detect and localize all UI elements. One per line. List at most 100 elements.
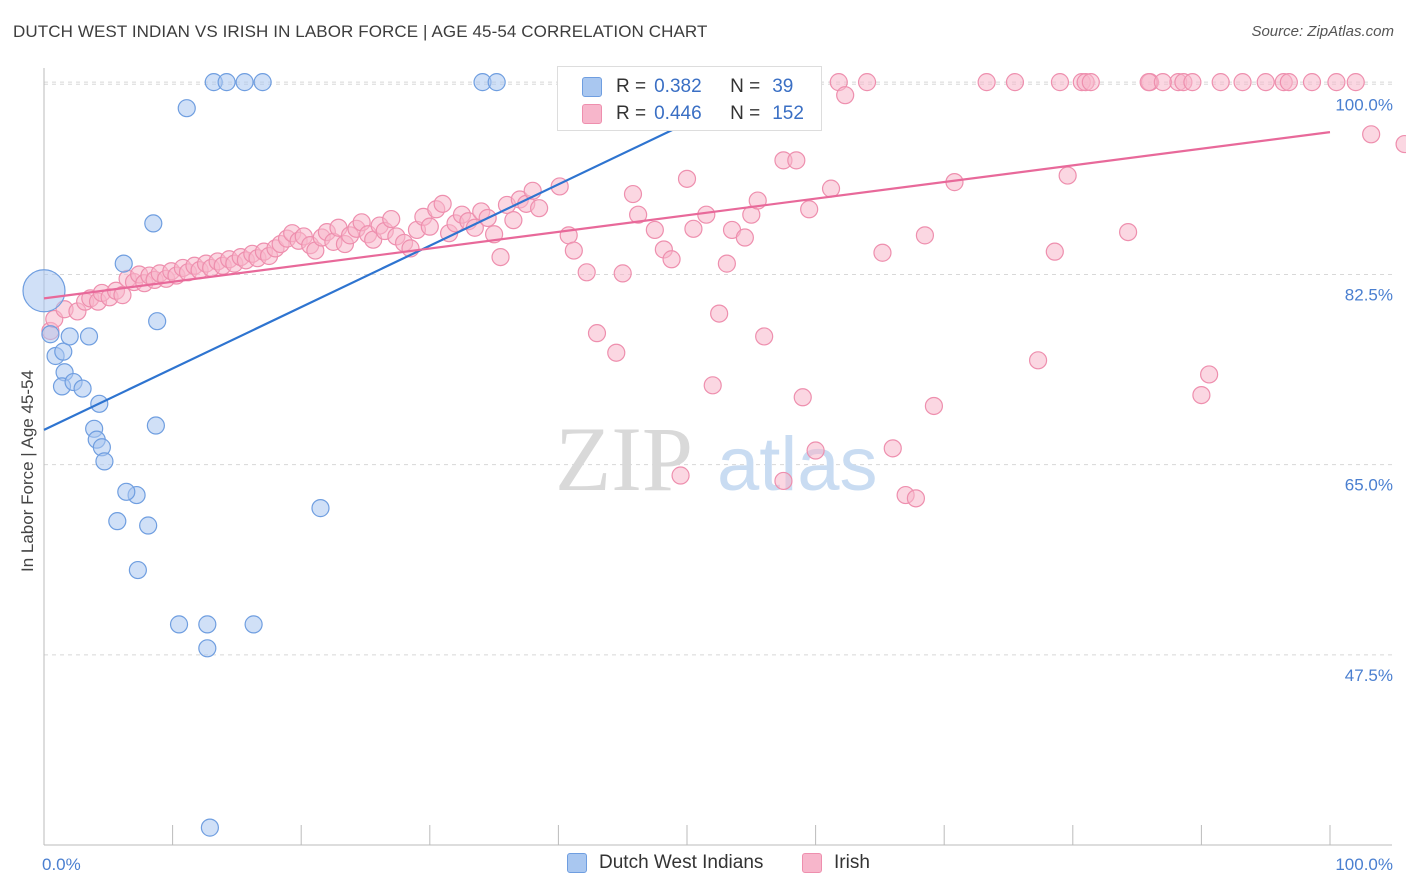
dutch-west-indian-point [73,379,92,398]
irish-point [1118,222,1138,242]
y-tick-label: 82.5% [1345,285,1393,304]
irish-point [564,241,583,260]
irish-point [735,228,754,247]
irish-point [1153,73,1172,92]
irish-point [1028,351,1048,370]
legend-item-dutch-west-indians: Dutch West Indians [567,852,763,874]
irish-point [710,304,729,323]
dutch-west-indian-trend-line [43,83,769,431]
dutch-west-indian-point [60,327,79,346]
dutch-west-indian-points [22,73,814,837]
n-label: N = [730,76,761,97]
irish-point [821,179,841,198]
grid-lines [44,81,1392,656]
dutch-west-indian-point [487,73,506,92]
irish-point [883,439,902,458]
stats-legend-row-blue: R = 0.382 N = 39 [582,73,793,101]
pink-swatch-icon [802,853,822,873]
dutch-west-indian-point [198,639,217,658]
dutch-west-indian-point [177,99,196,118]
watermark-atlas: atlas [717,422,878,507]
irish-point [1233,73,1252,92]
irish-point [613,264,632,283]
irish-point [857,73,877,92]
irish-point [915,226,935,245]
irish-point [977,73,996,92]
irish-point [607,343,626,362]
irish-point [623,184,643,204]
dutch-west-indian-point [253,73,272,92]
stats-legend-row-pink: R = 0.446 N = 152 [582,100,804,128]
dutch-west-indian-point [169,615,189,634]
x-tick-label: 0.0% [42,855,81,874]
chart-title: DUTCH WEST INDIAN VS IRISH IN LABOR FORC… [13,22,708,41]
r-value: 0.382 [654,76,702,97]
dutch-west-indian-point [144,214,163,233]
irish-point [1200,365,1219,384]
dutch-west-indian-point [311,499,330,518]
irish-point [924,396,944,416]
dutch-west-indian-point [54,342,73,361]
y-tick-label: 65.0% [1345,476,1393,495]
irish-point [1183,73,1202,92]
irish-point [1279,73,1298,92]
dutch-west-indian-point [95,452,114,471]
irish-point [1362,125,1381,144]
y-tick-label: 100.0% [1335,95,1393,114]
r-label: R = [616,103,647,124]
irish-trend-line [43,131,1331,300]
tick-labels: 47.5% 65.0% 82.5% 100.0% 0.0% 100.0% [42,95,1393,874]
irish-point [1045,242,1064,261]
x-tick-label: 100.0% [1335,855,1393,874]
irish-point [645,220,664,240]
irish-point [1256,73,1275,92]
irish-point [485,225,504,244]
dutch-west-indian-point [114,254,133,273]
irish-point [1050,73,1070,92]
axes [43,68,1392,846]
irish-point [1346,73,1365,92]
dutch-west-indian-point [139,516,158,535]
irish-point [662,250,681,269]
irish-point [1005,73,1025,92]
irish-point [113,286,132,305]
irish-point [382,209,401,229]
dutch-west-indian-point [200,818,219,837]
dutch-west-indian-point [117,482,136,501]
irish-point [1327,73,1346,92]
irish-point [800,200,819,219]
dutch-west-indian-point [22,269,66,313]
irish-point [697,205,716,224]
irish-point [774,471,793,491]
pink-swatch-icon [582,104,602,124]
watermark: ZIP atlas [555,408,878,510]
dutch-west-indian-point [146,416,165,435]
irish-point [873,243,892,262]
irish-point [1211,73,1230,92]
n-value: 152 [772,103,804,124]
y-tick-label: 47.5% [1345,666,1393,685]
dutch-west-indian-point [108,512,127,531]
irish-point [717,254,736,273]
irish-point [1081,73,1100,92]
legend-label-dutch-west-indians: Dutch West Indians [599,852,764,873]
irish-point [504,211,523,230]
y-axis-label: In Labor Force | Age 45-54 [18,370,37,572]
irish-point [1395,134,1406,154]
irish-point [906,489,926,508]
irish-point [629,205,648,224]
dutch-west-indian-point [198,615,217,634]
dutch-west-indian-point [79,327,99,346]
stats-legend: R = 0.382 N = 39 R = 0.446 N = 152 [557,66,822,131]
irish-point [684,219,703,238]
irish-point [787,151,806,170]
irish-point [703,376,722,395]
irish-point [1058,166,1077,185]
source-credit: Source: ZipAtlas.com [1251,23,1394,40]
trend-lines [43,83,1331,431]
dutch-west-indian-point [235,73,254,92]
irish-point [793,388,812,407]
dutch-west-indian-point [128,560,147,580]
irish-point [806,441,825,460]
n-value: 39 [772,76,794,97]
